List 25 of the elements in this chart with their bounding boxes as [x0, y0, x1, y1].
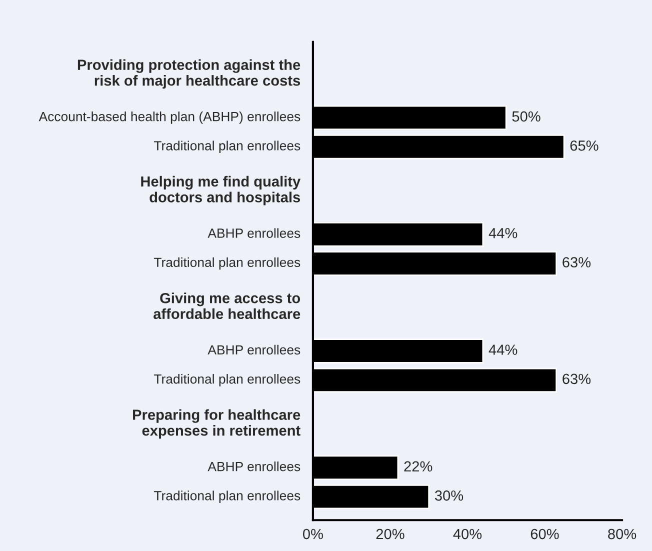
x-tick-label: 80% — [608, 528, 636, 540]
data-label: 30% — [434, 490, 464, 501]
y-tick-label: Traditional plan enrollees — [154, 490, 300, 503]
data-label: 44% — [488, 228, 518, 238]
y-tick-label: ABHP enrollees — [208, 344, 300, 355]
y-tick-label: ABHP enrollees — [208, 228, 300, 238]
data-label: 63% — [562, 257, 591, 268]
y-tick-label: Account-based health plan (ABHP) enrollees — [38, 112, 300, 124]
y-tick-label: Preparing for healthcare expenses in retirement — [133, 409, 300, 439]
y-tick-label: Giving me access to affordable healthcare — [154, 292, 300, 320]
y-tick-label: Helping me find quality doctors and hospitals — [141, 176, 301, 206]
y-tick-label: Providing protection against the risk of major healthcare costs — [78, 59, 300, 89]
x-tick-label: 60% — [530, 528, 559, 540]
x-tick-label: 20% — [376, 528, 404, 540]
y-tick-label: Traditional plan enrollees — [154, 374, 300, 386]
y-tick-label: ABHP enrollees — [208, 462, 300, 472]
y-tick-label: Traditional plan enrollees — [154, 140, 300, 154]
data-label: 65% — [570, 140, 598, 151]
y-tick-label: Traditional plan enrollees — [154, 257, 300, 270]
x-tick-label: 0% — [302, 528, 323, 540]
data-label: 50% — [512, 111, 540, 122]
data-label: 63% — [562, 374, 591, 384]
x-tick-label: 40% — [453, 528, 482, 540]
data-label: 44% — [488, 344, 518, 355]
data-label: 22% — [404, 461, 432, 472]
